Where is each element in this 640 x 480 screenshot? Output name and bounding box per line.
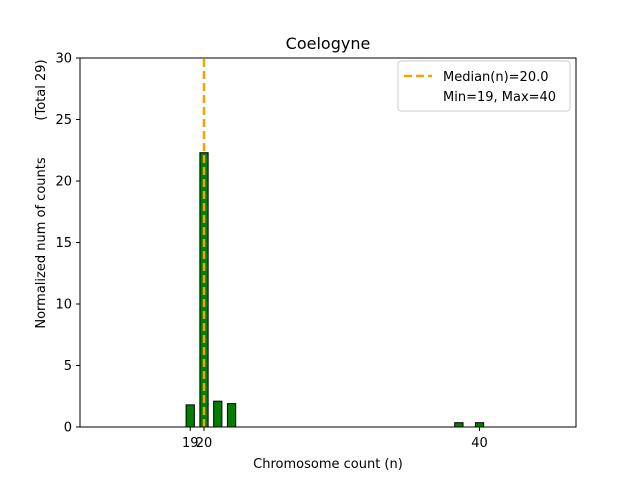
y-tick-label: 5 — [64, 359, 72, 374]
legend-box — [397, 60, 571, 112]
y-tick-label: 25 — [55, 113, 72, 128]
x-axis-label: Chromosome count (n) — [253, 457, 403, 472]
bar — [213, 400, 223, 428]
x-tick-label: 20 — [196, 436, 213, 451]
bar — [474, 422, 485, 428]
y-axis-label: Normalized num of counts — [34, 157, 49, 328]
y-tick-label: 10 — [55, 298, 72, 313]
legend-range-label: Min=19, Max=40 — [443, 90, 556, 105]
y-axis-ticks: 0 5 10 15 20 25 30 — [55, 52, 80, 436]
y-tick-label: 0 — [64, 421, 72, 436]
bar — [226, 403, 237, 428]
y-axis-total-label: (Total 29) — [34, 59, 49, 120]
plot-frame — [79, 57, 577, 428]
x-tick-label: 40 — [471, 436, 488, 451]
y-tick-label: 20 — [55, 175, 72, 190]
y-tick-label: 15 — [55, 236, 72, 251]
bar — [185, 404, 195, 428]
chart-title: Coelogyne — [286, 34, 371, 53]
y-tick-label: 30 — [55, 52, 72, 67]
legend-median-label: Median(n)=20.0 — [443, 70, 549, 85]
legend: Median(n)=20.0 Min=19, Max=40 — [397, 60, 571, 112]
bar-series — [185, 152, 485, 428]
bar — [454, 422, 464, 428]
x-tick-label: 19 — [182, 436, 199, 451]
